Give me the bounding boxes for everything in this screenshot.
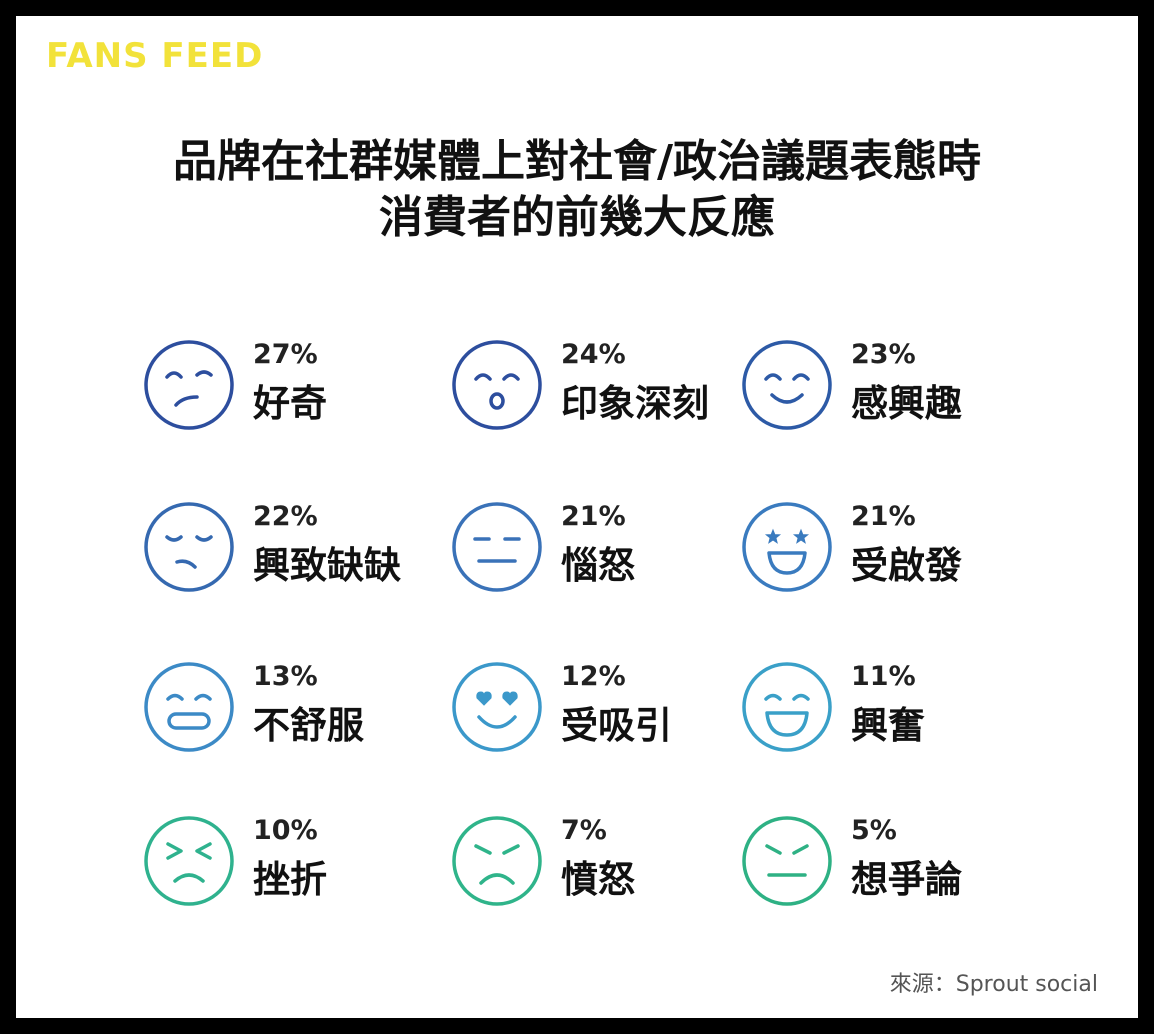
reaction-item: 21% 受啟發 (739, 499, 1059, 609)
reaction-item: 23% 感興趣 (739, 337, 1059, 447)
uninterested-face-icon (144, 502, 234, 592)
reaction-label: 興致缺缺 (253, 544, 401, 587)
reaction-label: 受吸引 (561, 704, 672, 747)
reaction-percent: 5% (851, 815, 897, 846)
face-outline (742, 816, 832, 906)
inspired-face-icon (742, 502, 832, 592)
reaction-item: 10% 挫折 (141, 813, 461, 923)
face-outline (452, 662, 542, 752)
reaction-percent: 13% (253, 661, 318, 692)
reaction-label: 想爭論 (851, 858, 962, 901)
excited-face-icon (742, 662, 832, 752)
source-note: 來源：Sprout social (889, 972, 1098, 997)
reaction-label: 惱怒 (561, 544, 635, 587)
reaction-percent: 7% (561, 815, 607, 846)
reaction-item: 22% 興致缺缺 (141, 499, 461, 609)
reaction-item: 24% 印象深刻 (449, 337, 769, 447)
face-outline (742, 340, 832, 430)
argumentative-face-icon (742, 816, 832, 906)
annoyed-face-icon (452, 502, 542, 592)
reaction-percent: 21% (851, 501, 916, 532)
reaction-item: 11% 興奮 (739, 659, 1059, 769)
reaction-percent: 27% (253, 339, 318, 370)
reaction-label: 感興趣 (851, 382, 962, 425)
reaction-label: 憤怒 (561, 858, 635, 901)
interested-face-icon (742, 340, 832, 430)
face-outline (452, 816, 542, 906)
reaction-item: 12% 受吸引 (449, 659, 769, 769)
reaction-label: 印象深刻 (561, 382, 709, 425)
impressed-face-icon (452, 340, 542, 430)
reaction-item: 27% 好奇 (141, 337, 461, 447)
reaction-percent: 22% (253, 501, 318, 532)
curious-face-icon (144, 340, 234, 430)
infographic-card: FANS FEED 品牌在社群媒體上對社會/政治議題表態時 消費者的前幾大反應 … (16, 16, 1138, 1018)
reaction-percent: 10% (253, 815, 318, 846)
reaction-grid: 27% 好奇 24% 印象深刻 23% 感興趣 22% 興致缺缺 21% 惱怒 21% 受啟發 13% 不… (16, 16, 1138, 1018)
reaction-percent: 23% (851, 339, 916, 370)
face-outline (742, 502, 832, 592)
reaction-item: 7% 憤怒 (449, 813, 769, 923)
brand-logo: FANS FEED (46, 36, 264, 76)
reaction-label: 興奮 (851, 704, 925, 747)
face-outline (144, 662, 234, 752)
chart-title: 品牌在社群媒體上對社會/政治議題表態時 消費者的前幾大反應 (16, 134, 1138, 246)
reaction-item: 13% 不舒服 (141, 659, 461, 769)
attracted-face-icon (452, 662, 542, 752)
reaction-label: 受啟發 (851, 544, 962, 587)
reaction-item: 21% 惱怒 (449, 499, 769, 609)
reaction-percent: 11% (851, 661, 916, 692)
uncomfortable-face-icon (144, 662, 234, 752)
frustrated-face-icon (144, 816, 234, 906)
reaction-label: 不舒服 (253, 704, 364, 747)
reaction-item: 5% 想爭論 (739, 813, 1059, 923)
face-outline (144, 502, 234, 592)
face-outline (452, 502, 542, 592)
face-outline (144, 340, 234, 430)
reaction-percent: 21% (561, 501, 626, 532)
reaction-label: 挫折 (253, 858, 327, 901)
face-outline (742, 662, 832, 752)
reaction-percent: 12% (561, 661, 626, 692)
reaction-percent: 24% (561, 339, 626, 370)
title-line-2: 消費者的前幾大反應 (379, 192, 775, 243)
title-line-1: 品牌在社群媒體上對社會/政治議題表態時 (172, 136, 982, 187)
face-outline (452, 340, 542, 430)
reaction-label: 好奇 (253, 382, 327, 425)
angry-face-icon (452, 816, 542, 906)
face-outline (144, 816, 234, 906)
